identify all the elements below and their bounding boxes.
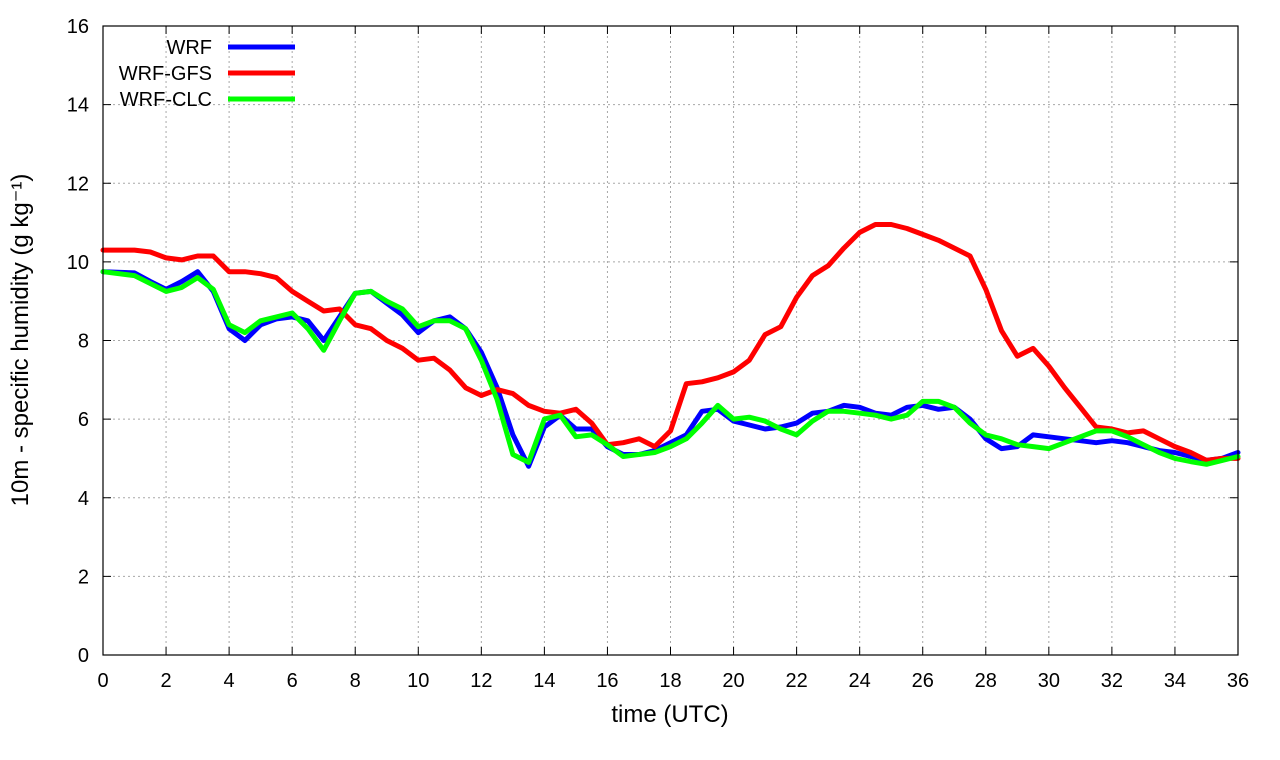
y-tick-label: 6 — [78, 409, 89, 431]
axis-ticks: 0 2 4 6 8 10 12 14 16 18 20 22 24 26 28 30 32 34 360246810… — [67, 16, 1249, 692]
y-tick-label: 0 — [78, 645, 89, 667]
x-tick-label: 18 — [659, 670, 681, 692]
x-tick-label: 10 — [407, 670, 429, 692]
y-tick-label: 12 — [67, 173, 89, 195]
x-tick-label: 20 — [722, 670, 744, 692]
x-tick-label: 6 — [287, 670, 298, 692]
y-tick-label: 2 — [78, 566, 89, 588]
y-tick-label: 8 — [78, 331, 89, 353]
y-tick-label: 14 — [67, 95, 89, 117]
x-tick-label: 28 — [975, 670, 997, 692]
legend-label-wrf-clc: WRF-CLC — [120, 89, 212, 111]
x-tick-label: 2 — [160, 670, 171, 692]
grid — [103, 26, 1238, 655]
series-line-wrf-clc — [100, 269, 1241, 467]
x-tick-label: 4 — [224, 670, 235, 692]
legend: WRF WRF-GFS WRF-CLC — [119, 37, 295, 111]
x-axis-title: time (UTC) — [611, 701, 728, 728]
series-line-wrf-gfs — [100, 222, 1241, 463]
y-tick-label: 10 — [67, 252, 89, 274]
x-tick-label: 0 — [97, 670, 108, 692]
x-tick-label: 8 — [350, 670, 361, 692]
x-tick-label: 34 — [1164, 670, 1186, 692]
legend-label-wrf-gfs: WRF-GFS — [119, 63, 212, 85]
y-axis-title: 10m - specific humidity (g kg⁻¹) — [7, 174, 34, 507]
y-tick-label: 4 — [78, 488, 89, 510]
y-tick-label: 16 — [67, 16, 89, 38]
series-lines — [100, 222, 1241, 469]
series-line-wrf — [100, 269, 1241, 469]
x-tick-label: 16 — [596, 670, 618, 692]
x-tick-label: 22 — [785, 670, 807, 692]
x-tick-label: 12 — [470, 670, 492, 692]
x-tick-label: 30 — [1038, 670, 1060, 692]
x-tick-label: 14 — [533, 670, 555, 692]
x-tick-label: 26 — [912, 670, 934, 692]
legend-label-wrf: WRF — [166, 37, 212, 59]
x-tick-label: 24 — [849, 670, 871, 692]
x-tick-label: 36 — [1227, 670, 1249, 692]
x-tick-label: 32 — [1101, 670, 1123, 692]
